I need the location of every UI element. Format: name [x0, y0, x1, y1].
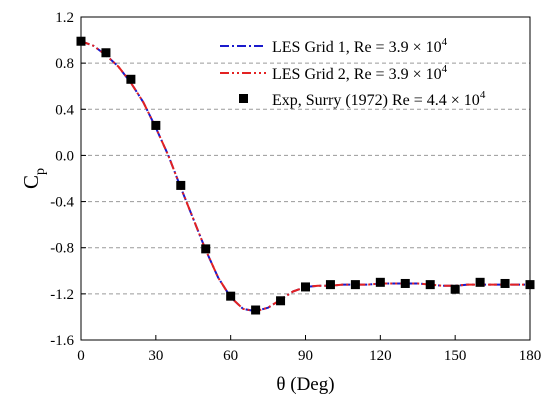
- y-tick-label: 0.8: [55, 56, 74, 72]
- legend-label-les-grid-1: LES Grid 1, Re = 3.9 × 104: [272, 36, 448, 56]
- y-tick-label: -0.8: [50, 241, 74, 257]
- y-axis-title-subscript: p: [33, 168, 48, 175]
- data-point-exp-surry: [101, 48, 111, 58]
- y-tick-label: -1.2: [50, 287, 74, 303]
- legend: LES Grid 1, Re = 3.9 × 104 LES Grid 2, R…: [220, 36, 486, 109]
- data-point-exp-surry: [400, 278, 410, 288]
- data-point-exp-surry: [375, 277, 385, 287]
- y-axis-title-main: C: [19, 175, 43, 189]
- data-point-exp-surry: [276, 296, 286, 306]
- y-tick-label: -1.6: [50, 333, 74, 349]
- data-point-exp-surry: [201, 244, 211, 254]
- gridlines: [81, 62, 530, 295]
- x-tick-label: 0: [77, 348, 85, 364]
- y-tick-label: -0.4: [50, 195, 74, 211]
- data-point-exp-surry: [425, 280, 435, 290]
- series-layer: [76, 36, 535, 315]
- x-tick-label: 150: [444, 348, 467, 364]
- data-point-exp-surry: [325, 280, 335, 290]
- x-axis-title: θ (Deg): [276, 374, 334, 395]
- x-tick-label: 120: [369, 348, 392, 364]
- data-point-exp-surry: [301, 282, 310, 292]
- x-tick-label: 30: [148, 348, 163, 364]
- x-tick-label: 90: [298, 348, 313, 364]
- y-tick-label: 0.4: [55, 102, 74, 118]
- data-point-exp-surry: [450, 284, 460, 294]
- y-axis-title: Cp: [19, 168, 48, 189]
- data-point-exp-surry: [226, 291, 236, 301]
- axis-ticks: -1.6 -1.2 -0.8 -0.4 0.0 0.4 0.8 1.2 0 30 60 90 120 15…: [50, 10, 541, 364]
- legend-label-exp-surry: Exp, Surry (1972) Re = 4.4 × 104: [272, 89, 486, 109]
- data-point-exp-surry: [475, 277, 485, 287]
- legend-marker-exp-surry: [239, 94, 248, 103]
- data-point-exp-surry: [151, 120, 161, 130]
- x-tick-label: 180: [519, 348, 542, 364]
- data-point-exp-surry: [350, 280, 360, 290]
- data-point-exp-surry: [251, 305, 261, 315]
- data-point-exp-surry: [500, 278, 510, 288]
- data-point-exp-surry: [176, 180, 186, 190]
- data-point-exp-surry: [126, 74, 136, 84]
- x-tick-label: 60: [223, 348, 238, 364]
- legend-label-les-grid-2: LES Grid 2, Re = 3.9 × 104: [272, 63, 448, 83]
- y-tick-label: 0.0: [55, 148, 74, 164]
- y-tick-label: 1.2: [55, 10, 74, 26]
